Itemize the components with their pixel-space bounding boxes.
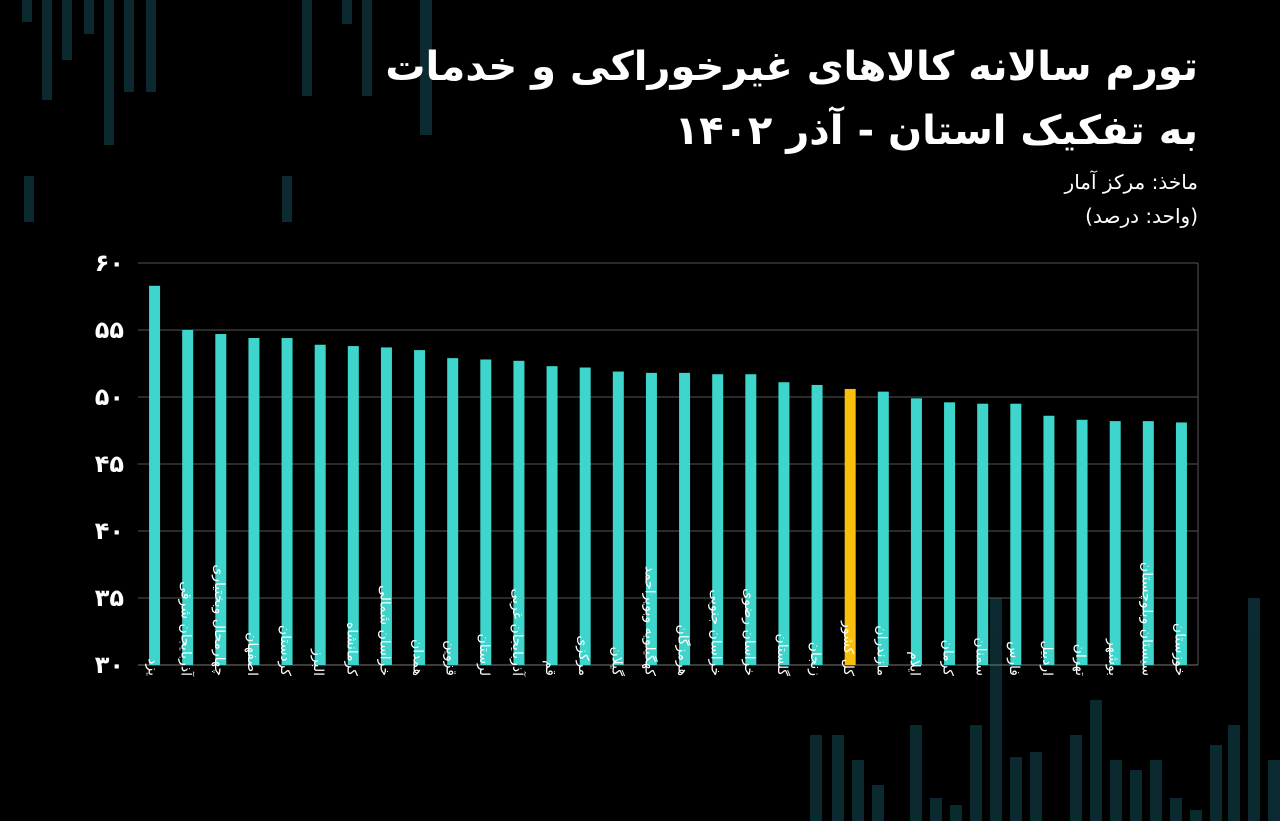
- bar: [877, 391, 889, 665]
- bar: [281, 338, 293, 665]
- x-tick-label: گیلان: [608, 646, 625, 676]
- x-tick-label: چهارمحال وبختیاری: [211, 564, 227, 676]
- bar: [215, 334, 227, 665]
- y-tick-label: ۵۰: [95, 383, 124, 411]
- bar: [314, 344, 326, 665]
- x-tick-label: فارس: [1006, 641, 1022, 676]
- bar: [414, 350, 426, 665]
- bar: [612, 371, 624, 665]
- x-tick-label: مرکزی: [575, 635, 591, 676]
- x-tick-label: خوزستان: [1171, 623, 1187, 676]
- bar-highlight: [844, 388, 856, 665]
- x-tick-label: کرمان: [940, 640, 956, 677]
- x-tick-label: آذربایجان غربی: [509, 588, 526, 677]
- bar: [1010, 403, 1022, 665]
- y-tick-label: ۵۵: [95, 316, 124, 344]
- chart-title-line-2: به تفکیک استان - آذر ۱۴۰۲: [674, 108, 1198, 154]
- x-tick-label: همدان: [410, 639, 426, 676]
- bar: [745, 374, 757, 665]
- bar: [546, 366, 558, 665]
- y-axis: ۳۰ ۳۵ ۴۰ ۴۵ ۵۰ ۵۵ ۶۰: [95, 249, 124, 679]
- x-tick-label: کردستان: [277, 625, 293, 676]
- bar: [778, 382, 790, 665]
- x-tick-label: بوشهر: [1105, 638, 1121, 676]
- bar: [944, 402, 956, 665]
- x-tick-label: کل کشور: [840, 620, 856, 676]
- x-tick-label: کهگیلویه وبویراحمد: [641, 566, 658, 677]
- chart-title-line-1: تورم سالانه کالاهای غیرخوراکی و خدمات: [385, 44, 1198, 90]
- x-tick-label: آذربایجان شرقی: [178, 581, 195, 677]
- y-tick-label: ۶۰: [95, 249, 124, 277]
- bar: [645, 372, 657, 665]
- bar: [347, 346, 359, 665]
- x-tick-label: تهران: [1072, 644, 1088, 676]
- x-tick-label: اردبیل: [1039, 640, 1055, 676]
- bar: [447, 358, 459, 665]
- x-tick-label: خراسان جنوبی: [708, 589, 724, 676]
- x-tick-label: لرستان: [476, 634, 492, 677]
- x-tick-label: سیستان وبلوچستان: [1138, 562, 1154, 676]
- y-tick-label: ۳۰: [95, 651, 124, 679]
- unit-label: (واحد: درصد): [1085, 204, 1198, 228]
- y-tick-label: ۴۰: [95, 517, 124, 545]
- y-tick-label: ۳۵: [95, 584, 124, 612]
- bar: [977, 403, 989, 665]
- bar: [513, 360, 525, 665]
- grid-lines: [138, 262, 1199, 666]
- bar: [480, 359, 492, 665]
- bars: [149, 285, 1187, 665]
- bar: [811, 384, 823, 665]
- x-tick-label: یزد: [145, 658, 161, 676]
- bar: [380, 347, 392, 665]
- x-tick-label: کرمانشاه: [343, 622, 359, 676]
- bar: [1109, 421, 1121, 665]
- x-tick-label: هرمزگان: [675, 624, 692, 676]
- x-tick-label: زنجان: [807, 642, 823, 676]
- x-tick-label: سمنان: [973, 637, 989, 676]
- x-tick-label: قم: [542, 660, 558, 676]
- x-tick-label: البرز: [310, 648, 326, 676]
- bar: [1076, 419, 1088, 665]
- bar: [1043, 415, 1055, 665]
- y-tick-label: ۴۵: [95, 450, 124, 478]
- bar: [1175, 422, 1187, 665]
- bar: [1142, 421, 1154, 665]
- bar: [579, 367, 591, 665]
- bar: [149, 285, 161, 665]
- x-tick-label: اصفهان: [244, 632, 260, 676]
- bar: [712, 374, 724, 665]
- bar: [679, 372, 691, 665]
- x-tick-label: گلستان: [774, 633, 791, 676]
- bar: [248, 338, 260, 665]
- source-label: ماخذ: مرکز آمار: [1064, 170, 1198, 194]
- x-tick-label: خراسان شمالی: [376, 585, 392, 676]
- x-tick-label: مازندران: [873, 625, 889, 676]
- x-tick-label: قزوین: [443, 640, 459, 676]
- x-tick-label: ایلام: [906, 651, 922, 676]
- bar: [182, 330, 194, 665]
- bar: [910, 398, 922, 665]
- x-axis: یزد آذربایجان شرقی چهارمحال وبختیاری اصفهان…: [145, 562, 1188, 677]
- x-tick-label: خراسان رضوی: [741, 588, 757, 676]
